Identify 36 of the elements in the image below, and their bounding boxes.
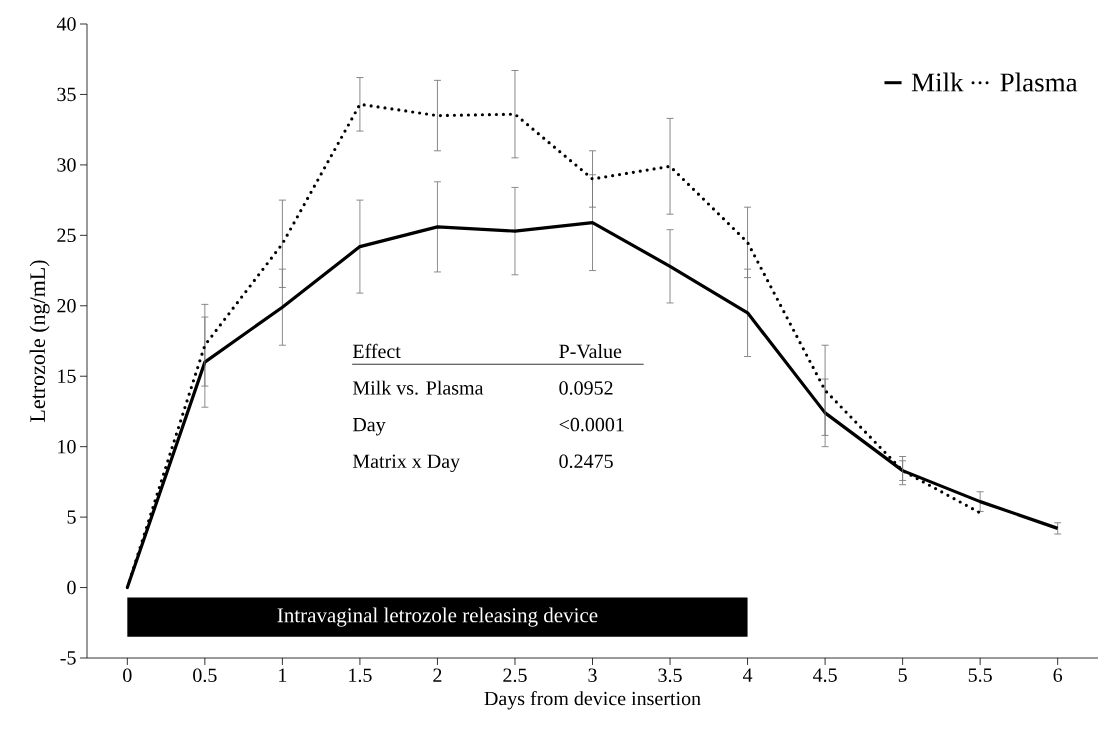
y-tick-label: 25 xyxy=(57,228,76,243)
annotation: <0.0001 xyxy=(559,417,624,432)
x-tick-label: 3.5 xyxy=(658,668,682,683)
y-tick-label: 10 xyxy=(58,439,76,454)
x-tick-label: 5 xyxy=(898,668,907,682)
annotation: Day xyxy=(352,418,386,436)
x-axis-title: Days from device insertion xyxy=(484,690,701,710)
annotation: Effect xyxy=(352,343,401,359)
legend-label: Milk xyxy=(911,72,964,92)
y-axis-title: Letrozole (ng/mL) xyxy=(29,260,50,422)
band-label: Intravaginal letrozole releasing device xyxy=(277,607,598,627)
annotation: 0.2475 xyxy=(559,454,613,469)
x-tick-label: 2.5 xyxy=(503,668,527,683)
y-tick-label: 15 xyxy=(58,369,76,383)
y-tick-label: 5 xyxy=(67,510,76,524)
x-tick-label: 6 xyxy=(1053,668,1063,682)
x-tick-label: 4.5 xyxy=(812,668,837,682)
y-tick-label: -5 xyxy=(60,651,76,665)
x-tick-label: 2 xyxy=(433,668,442,682)
annotation: P-Value xyxy=(559,344,622,359)
annotation: Matrix x Day xyxy=(352,454,461,473)
annotation: Milk vs. Plasma xyxy=(352,380,484,395)
y-tick-label: 35 xyxy=(57,87,76,102)
y-tick-label: 40 xyxy=(56,17,76,31)
x-tick-label: 4 xyxy=(742,668,753,682)
legend-label: Plasma xyxy=(1000,72,1078,92)
y-tick-label: 30 xyxy=(57,158,76,172)
x-tick-label: 1 xyxy=(279,668,287,682)
annotation: 0.0952 xyxy=(559,381,613,395)
y-tick-label: 20 xyxy=(57,299,76,313)
x-tick-label: 5.5 xyxy=(968,668,992,682)
x-tick-label: 0 xyxy=(123,668,132,683)
x-tick-label: 1.5 xyxy=(349,668,372,683)
x-tick-label: 3 xyxy=(588,668,597,682)
y-tick-label: 0 xyxy=(67,580,76,595)
x-tick-label: 0.5 xyxy=(193,668,217,683)
